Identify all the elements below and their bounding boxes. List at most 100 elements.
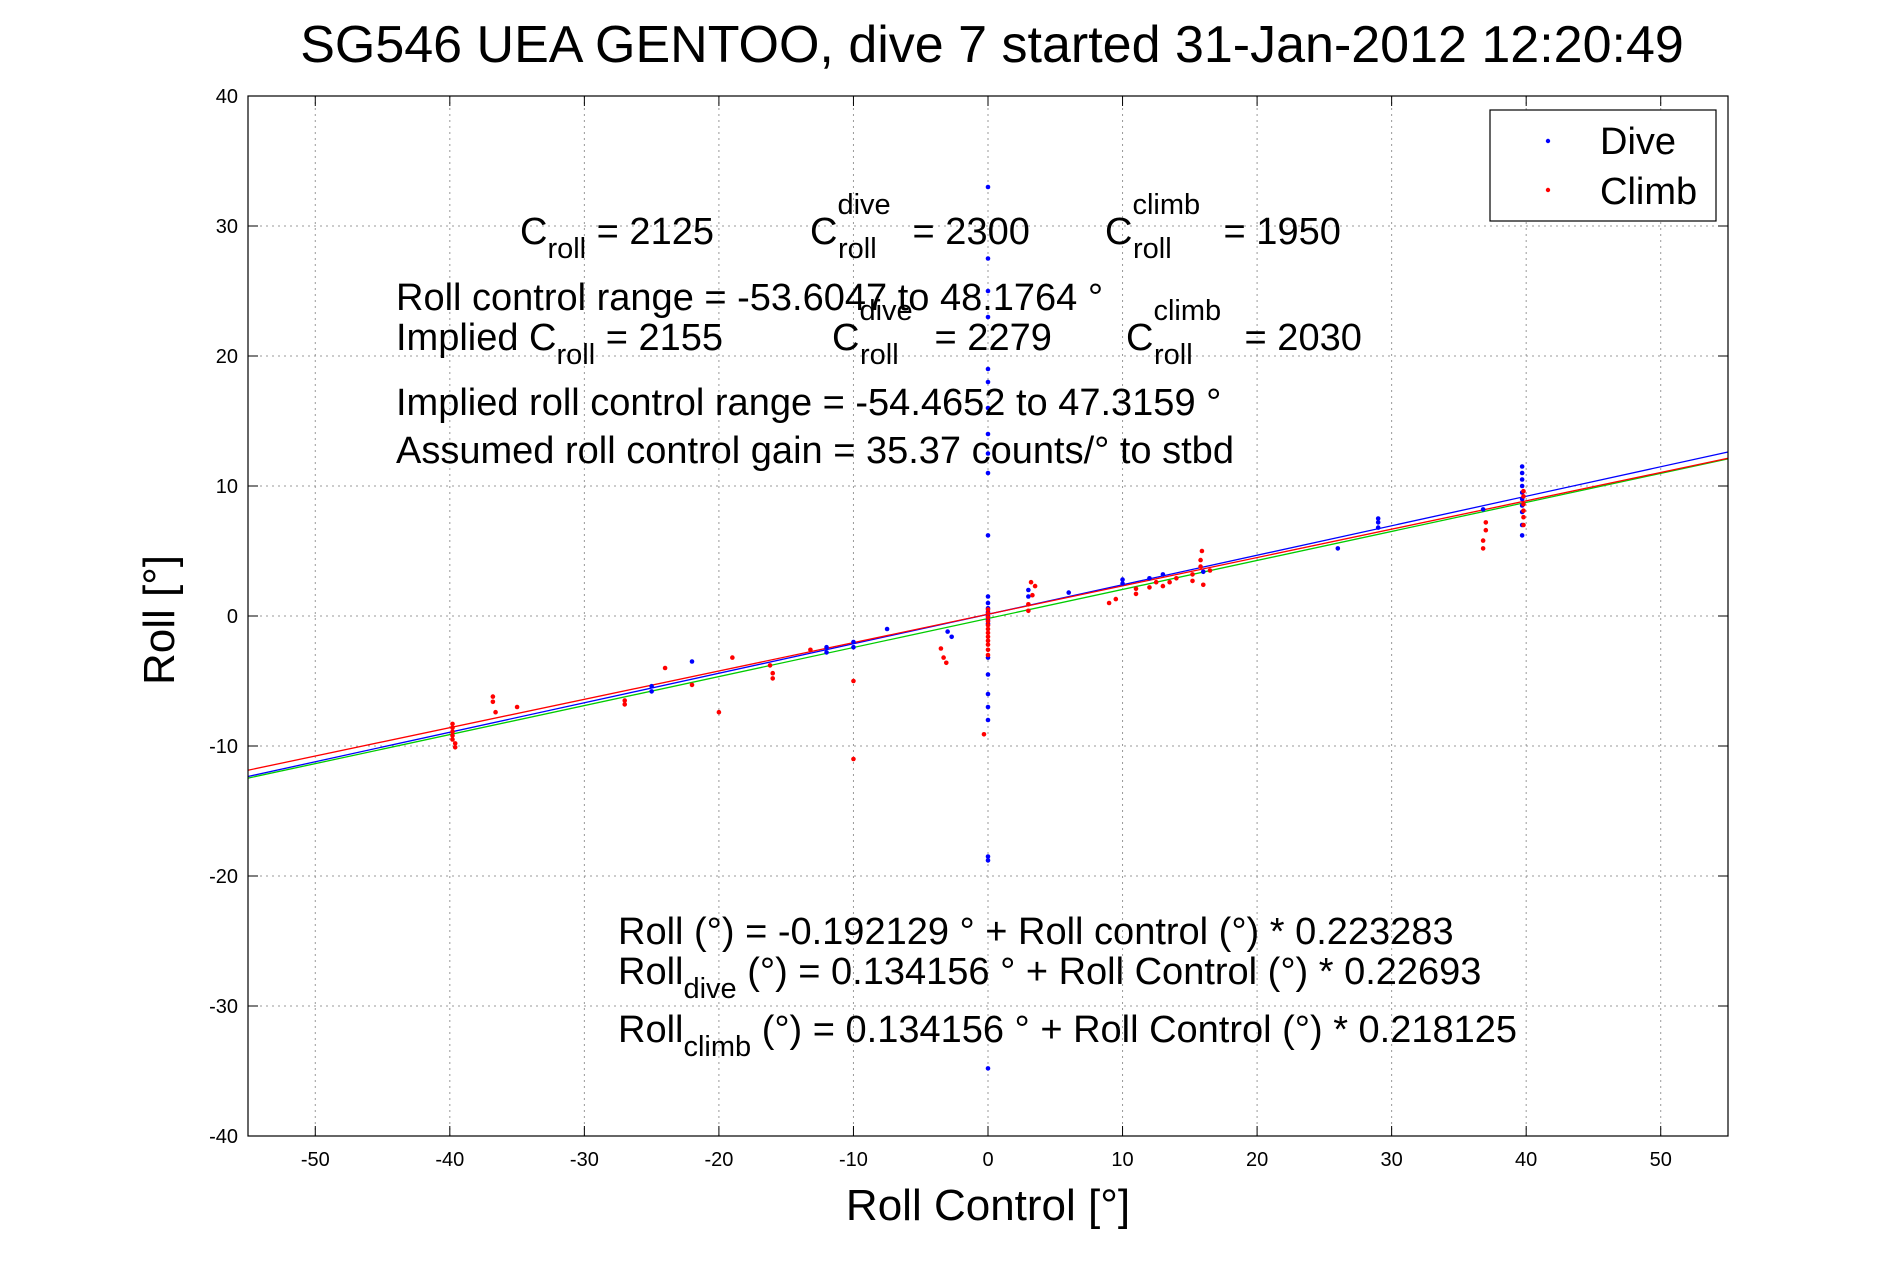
dive-point: [985, 256, 991, 261]
climb-point: [450, 737, 455, 742]
climb-point: [1198, 564, 1203, 569]
dive-point: [1066, 590, 1072, 595]
climb-point: [490, 694, 496, 699]
data-points: [450, 184, 1526, 1071]
climb-point: [1480, 538, 1486, 543]
c-roll-text: Croll = 2125: [520, 211, 714, 265]
climb-point: [941, 655, 946, 660]
dive-point: [985, 470, 991, 476]
climb-point: [1207, 568, 1213, 573]
fit-equation-all: Roll (°) = -0.192129 ° + Roll control (°…: [618, 911, 1454, 953]
roll-control-gain-text: Assumed roll control gain = 35.37 counts…: [396, 430, 1234, 472]
dive-point: [945, 629, 950, 634]
dive-point: [985, 366, 991, 372]
x-tick-label: 20: [1246, 1149, 1268, 1171]
dive-point: [985, 672, 991, 677]
climb-point: [1153, 579, 1159, 585]
climb-point: [1026, 608, 1031, 614]
climb-point: [1521, 501, 1526, 507]
dive-point: [1120, 581, 1125, 586]
dive-point: [1519, 533, 1525, 538]
climb-point: [493, 709, 498, 715]
implied-c-dive-text: Cdive roll = 2279: [832, 295, 1052, 371]
climb-point: [1521, 514, 1526, 520]
y-tick-label: 30: [216, 216, 238, 238]
legend-box: [1489, 109, 1717, 222]
climb-point: [1483, 527, 1489, 533]
dive-point: [884, 626, 890, 632]
climb-point: [770, 676, 776, 681]
fit-equation-climb: Rollclimb (°) = 0.134156 ° + Roll Contro…: [618, 1009, 1517, 1063]
climb-point: [985, 626, 991, 632]
climb-point: [514, 704, 520, 710]
dive-point: [985, 288, 991, 294]
climb-point: [1133, 591, 1139, 597]
dive-point: [985, 379, 991, 385]
y-tick-label: -30: [209, 996, 238, 1018]
climb-point: [1190, 578, 1195, 584]
climb-point: [490, 699, 496, 705]
dive-point: [1026, 594, 1031, 599]
climb-point: [985, 634, 991, 640]
x-tick-label: 30: [1381, 1149, 1403, 1171]
dive-point: [985, 691, 991, 697]
dive-point: [824, 644, 829, 650]
y-axis-label: Roll [°]: [135, 555, 184, 685]
climb-point: [662, 665, 668, 671]
climb-point: [1483, 520, 1489, 525]
dive-point: [1200, 569, 1206, 575]
dive-point: [1519, 483, 1525, 489]
x-tick-label: -20: [704, 1149, 733, 1171]
climb-point: [985, 638, 991, 643]
climb-point: [716, 709, 722, 715]
climb-point: [450, 721, 455, 727]
climb-point: [1200, 582, 1206, 588]
c-dive-text: Cdive roll = 2300: [810, 189, 1030, 265]
climb-point: [1521, 488, 1526, 494]
climb-point: [808, 647, 813, 653]
x-tick-label: -40: [435, 1149, 464, 1171]
dive-point: [985, 405, 991, 411]
y-tick-label: 20: [216, 346, 238, 368]
dive-point: [1480, 507, 1486, 512]
legend-dive-label: Dive: [1600, 121, 1676, 163]
climb-point: [450, 725, 455, 731]
y-tick-label: 40: [216, 86, 238, 108]
x-tick-label: -30: [570, 1149, 599, 1171]
dive-point: [985, 1066, 991, 1071]
annotation-c-values: Croll = 2125 Cdive roll = 2300 Cclimb roll…: [520, 189, 1341, 265]
climb-point: [770, 670, 776, 676]
climb-point: [1028, 579, 1034, 585]
x-ticks: -50 -40 -30 -20 -10 0 10 20 30 40 50: [301, 96, 1672, 1171]
climb-point: [943, 660, 949, 666]
climb-point: [985, 630, 991, 636]
dive-point: [985, 431, 991, 437]
dive-point: [1375, 525, 1381, 530]
dive-point: [1375, 516, 1381, 521]
x-tick-label: 0: [982, 1149, 993, 1171]
climb-point: [1190, 572, 1195, 577]
climb-point: [1521, 522, 1526, 528]
x-tick-label: -10: [839, 1149, 868, 1171]
climb-point: [851, 678, 856, 684]
climb-point: [767, 663, 773, 668]
dive-point: [985, 858, 991, 863]
y-ticks: -40 -30 -20 -10 0 10 20 30 40: [209, 86, 1728, 1148]
x-tick-label: 40: [1515, 1149, 1537, 1171]
dive-point: [949, 634, 954, 640]
climb-point: [1521, 494, 1526, 499]
dive-point: [649, 683, 654, 689]
climb-point: [851, 756, 856, 762]
climb-point: [1147, 585, 1152, 590]
climb-point: [452, 741, 458, 746]
x-tick-label: -50: [301, 1149, 330, 1171]
dive-point: [649, 689, 654, 694]
climb-point: [985, 618, 991, 624]
climb-point: [1133, 586, 1139, 591]
dive-point: [1120, 577, 1125, 582]
x-axis-label: Roll Control [°]: [846, 1181, 1130, 1230]
climb-point: [985, 615, 991, 620]
dive-point: [985, 594, 991, 599]
implied-roll-control-range-text: Implied roll control range = -54.4652 to…: [396, 382, 1221, 424]
climb-point: [981, 732, 987, 737]
